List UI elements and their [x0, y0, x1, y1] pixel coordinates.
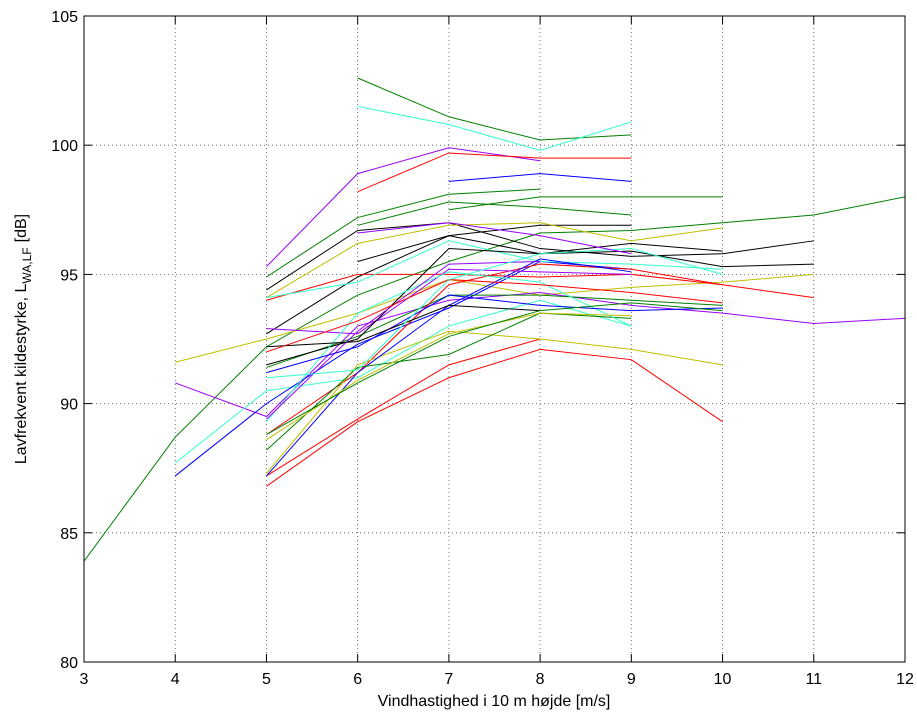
data-line [357, 224, 632, 262]
data-line [357, 105, 632, 151]
y-tick-label: 100 [51, 138, 78, 155]
y-axis-label-unit: [dB] [13, 214, 30, 242]
x-tick-label: 4 [171, 671, 180, 688]
x-tick-label: 12 [896, 671, 914, 688]
y-tick-label: 105 [51, 9, 78, 26]
plot-frame [83, 15, 906, 663]
data-line [266, 147, 541, 267]
data-line [357, 152, 632, 193]
x-tick-label: 10 [714, 671, 732, 688]
x-tick-label: 11 [805, 671, 822, 688]
data-line [357, 77, 632, 141]
data-line [174, 299, 632, 464]
x-tick-label: 8 [536, 671, 545, 688]
data-line [266, 294, 723, 374]
data-line [266, 260, 541, 420]
data-line [266, 312, 632, 451]
data-line [266, 304, 541, 348]
data-line [266, 222, 814, 291]
x-tick-label: 9 [627, 671, 636, 688]
y-axis-label: Lavfrekvent kildestyrke, LWA,LF [dB] [13, 214, 34, 464]
data-line [448, 196, 723, 211]
data-line [266, 188, 541, 278]
data-line [266, 273, 723, 301]
data-line [448, 173, 632, 182]
data-line [174, 260, 632, 477]
x-tick-label: 5 [262, 671, 271, 688]
y-tick-label: 95 [60, 267, 78, 284]
x-axis-label: Vindhastighed i 10 m højde [m/s] [378, 693, 611, 710]
data-line [266, 271, 632, 423]
y-axis-label-subscript: WA,LF [20, 247, 34, 283]
data-line [357, 201, 632, 226]
data-line [266, 338, 541, 477]
data-line [266, 242, 723, 366]
x-tick-label: 3 [80, 671, 89, 688]
data-line [266, 348, 723, 487]
data-line [357, 222, 632, 255]
y-tick-label: 90 [60, 397, 78, 414]
y-tick-label: 80 [60, 655, 78, 672]
data-line [266, 294, 723, 368]
data-line [266, 279, 723, 353]
y-axis-label-main: Lavfrekvent kildestyrke, L [13, 283, 30, 464]
data-line [266, 222, 723, 299]
y-tick-label: 85 [60, 526, 78, 543]
data-line [83, 196, 906, 562]
data-line [266, 268, 632, 335]
x-tick-label: 6 [353, 671, 362, 688]
data-line [266, 330, 723, 474]
data-line [266, 248, 723, 379]
data-line [266, 302, 723, 436]
x-tick-label: 7 [444, 671, 453, 688]
